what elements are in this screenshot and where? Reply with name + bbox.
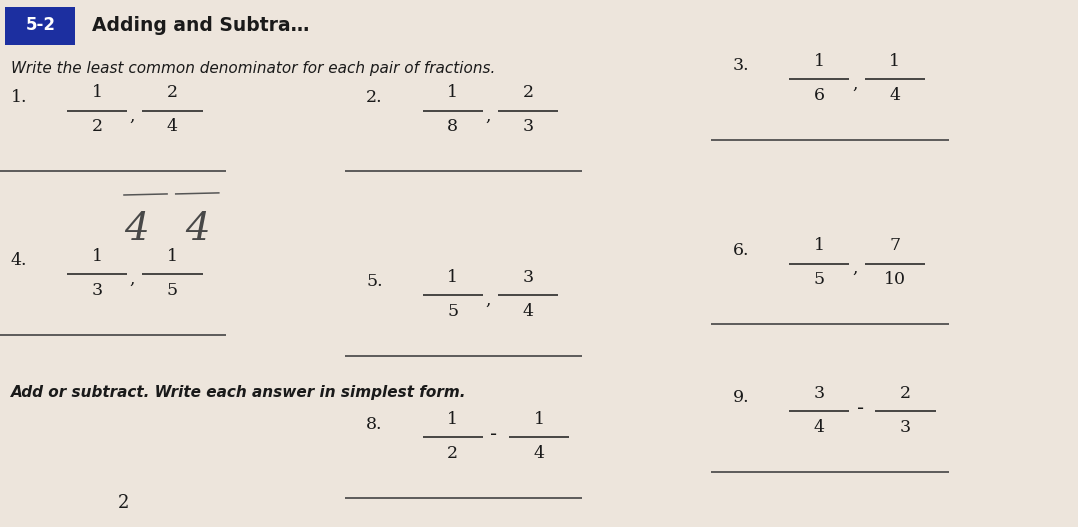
Text: ,: , xyxy=(852,260,858,277)
Text: -: - xyxy=(857,399,863,418)
Text: Write the least common denominator for each pair of fractions.: Write the least common denominator for e… xyxy=(11,61,495,76)
Text: 3: 3 xyxy=(523,269,534,286)
Text: 2: 2 xyxy=(900,385,911,402)
Text: 1: 1 xyxy=(92,84,102,101)
Text: 4: 4 xyxy=(534,445,544,462)
Text: 5: 5 xyxy=(167,281,178,299)
Text: 2: 2 xyxy=(523,84,534,101)
Text: -: - xyxy=(490,425,497,444)
Text: 1: 1 xyxy=(534,411,544,428)
Text: Adding and Subtra…: Adding and Subtra… xyxy=(92,16,309,35)
Text: 8: 8 xyxy=(447,118,458,135)
Text: 2: 2 xyxy=(119,494,129,512)
Text: 2: 2 xyxy=(447,445,458,462)
Text: 4.: 4. xyxy=(11,252,27,269)
Text: 3.: 3. xyxy=(733,57,749,74)
Text: ,: , xyxy=(129,271,136,288)
Text: 2: 2 xyxy=(92,118,102,135)
Text: 4: 4 xyxy=(523,302,534,320)
Text: ,: , xyxy=(129,108,136,124)
Text: 6: 6 xyxy=(814,86,825,104)
Text: 4: 4 xyxy=(814,418,825,436)
Text: 1: 1 xyxy=(447,269,458,286)
Text: 2.: 2. xyxy=(367,89,383,106)
Text: 1: 1 xyxy=(92,248,102,265)
Text: 4: 4 xyxy=(889,86,900,104)
Text: 3: 3 xyxy=(523,118,534,135)
Text: 4   4: 4 4 xyxy=(124,211,210,248)
Text: 3: 3 xyxy=(900,418,911,436)
Text: 1: 1 xyxy=(447,84,458,101)
Text: 1: 1 xyxy=(889,53,900,70)
Text: 5-2: 5-2 xyxy=(26,16,56,34)
Text: ,: , xyxy=(485,108,492,124)
FancyBboxPatch shape xyxy=(5,7,75,45)
Text: 5: 5 xyxy=(814,271,825,288)
Text: 5.: 5. xyxy=(367,274,383,290)
Text: 10: 10 xyxy=(884,271,906,288)
Text: 1: 1 xyxy=(814,237,825,254)
Text: 7: 7 xyxy=(889,237,900,254)
Text: 1: 1 xyxy=(167,248,178,265)
Text: 4: 4 xyxy=(167,118,178,135)
Text: 1.: 1. xyxy=(11,89,27,106)
Text: 3: 3 xyxy=(92,281,102,299)
Text: 6.: 6. xyxy=(733,242,749,259)
Text: 3: 3 xyxy=(814,385,825,402)
Text: Add or subtract. Write each answer in simplest form.: Add or subtract. Write each answer in si… xyxy=(11,385,467,400)
Text: 5: 5 xyxy=(447,302,458,320)
Text: ,: , xyxy=(485,292,492,309)
Text: 1: 1 xyxy=(447,411,458,428)
Text: ,: , xyxy=(852,76,858,93)
Text: 8.: 8. xyxy=(367,416,383,433)
Text: 9.: 9. xyxy=(733,389,749,406)
Text: 2: 2 xyxy=(167,84,178,101)
Text: 1: 1 xyxy=(814,53,825,70)
